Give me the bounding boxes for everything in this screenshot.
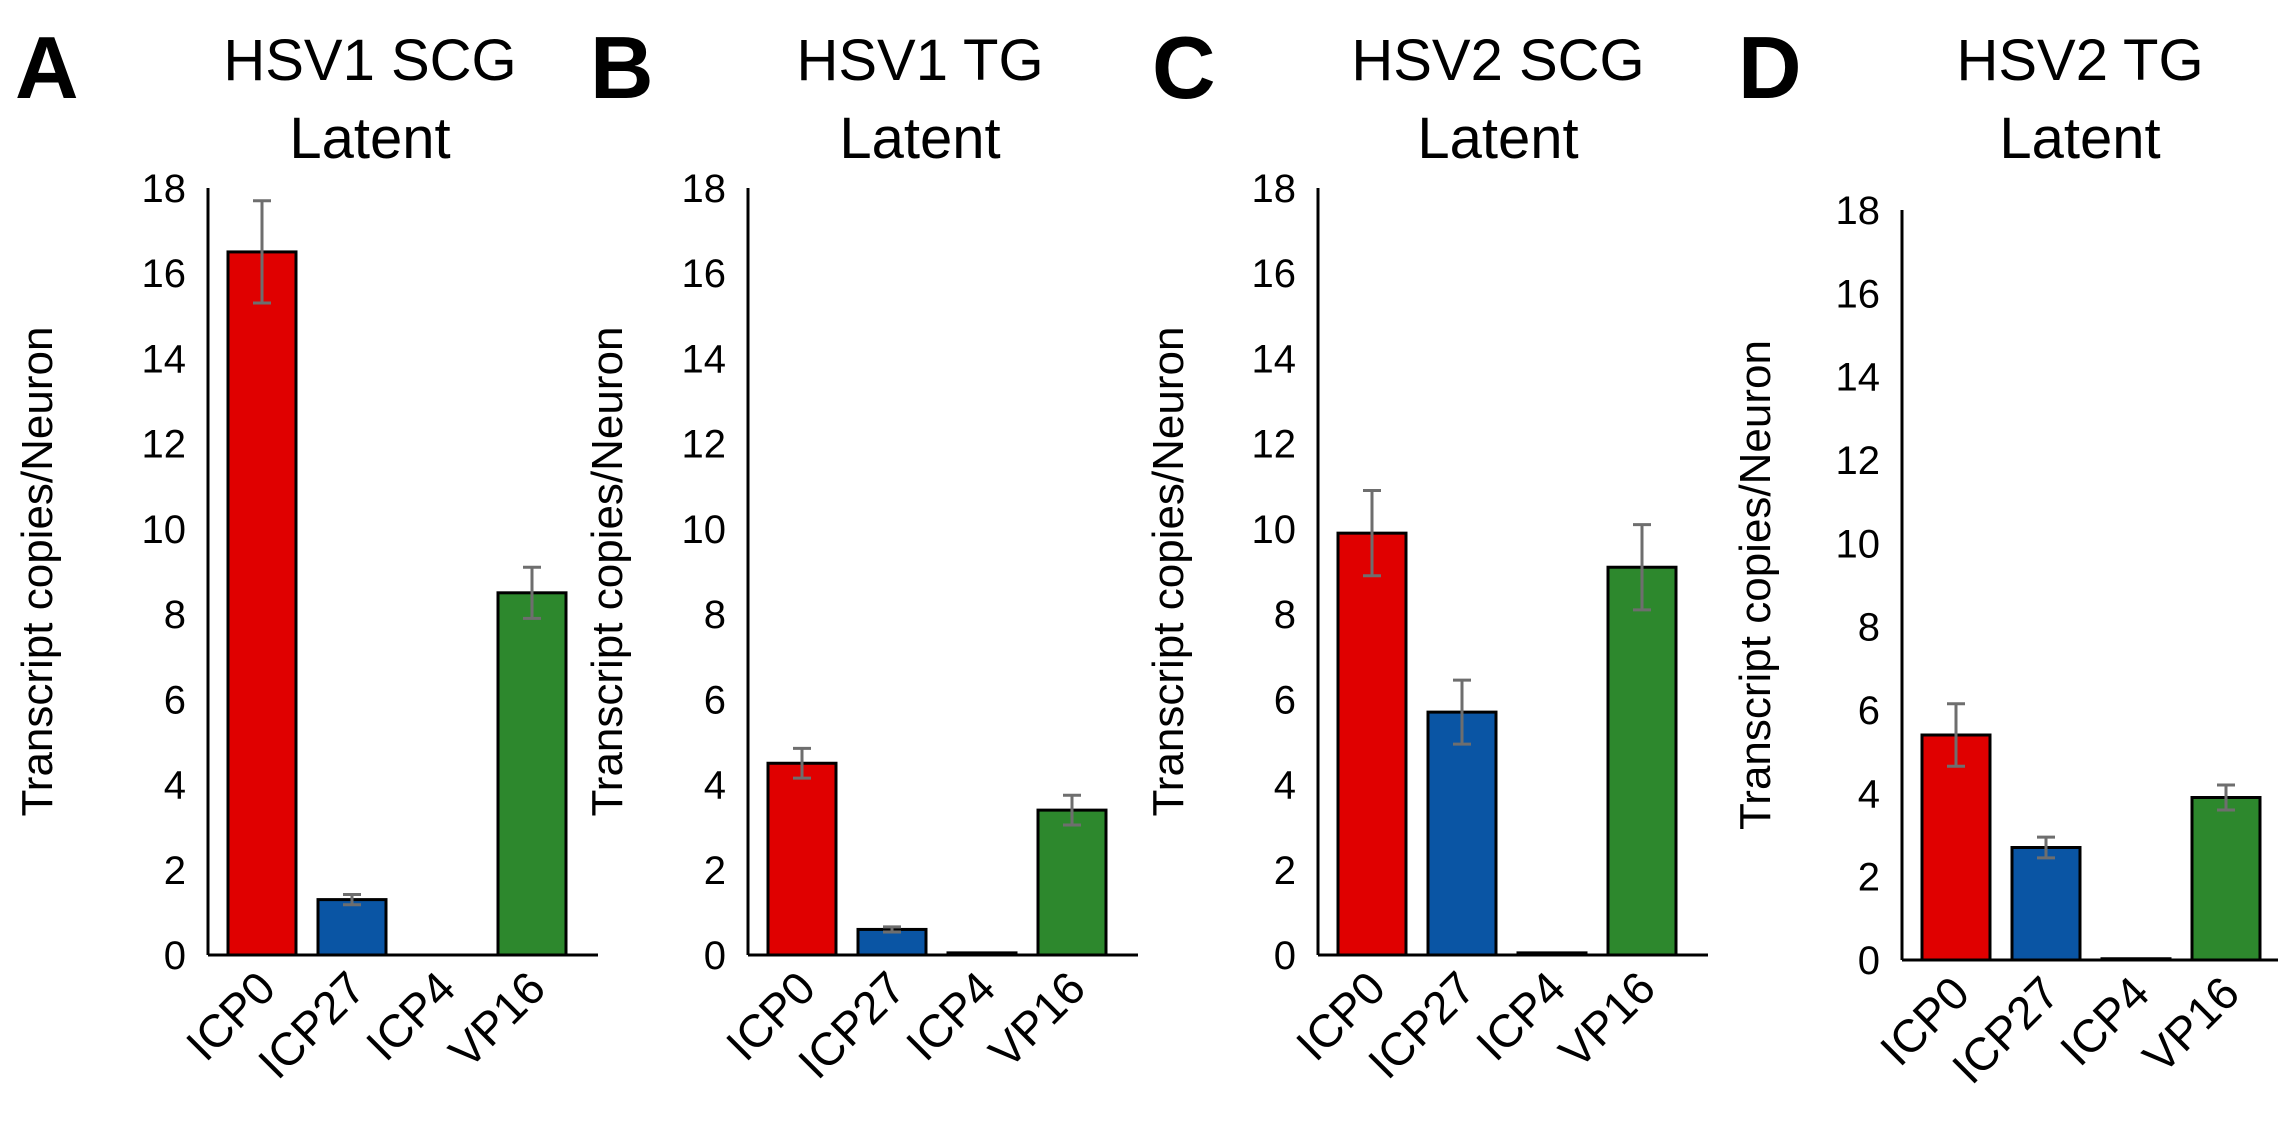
bar-icp0 — [1920, 733, 1992, 962]
panel-d: D HSV2 TG Latent 0 2 4 6 8 10 12 14 16 18 Transcript … — [1731, 18, 2278, 1093]
chart-title-line-2: Latent — [839, 106, 1000, 171]
chart-title-line-1: HSV1 TG — [796, 28, 1043, 93]
y-axis-label: Transcript copies/Neuron — [1144, 327, 1193, 817]
y-axis-label: Transcript copies/Neuron — [1731, 340, 1780, 830]
panel-c: C HSV2 SCG Latent 0 2 4 6 8 10 12 14 16 18 Transcript… — [1144, 18, 1708, 1088]
y-tick-label: 12 — [682, 423, 727, 467]
y-axis-label: Transcript copies/Neuron — [583, 327, 632, 817]
bar-icp27 — [1426, 710, 1498, 957]
error-bar-icp27 — [883, 925, 901, 934]
y-tick-label: 0 — [1858, 939, 1880, 983]
y-tick-label: 16 — [1836, 272, 1881, 316]
panel-letter: D — [1738, 18, 1802, 117]
bar-icp27 — [856, 927, 928, 957]
bar-icp0 — [766, 761, 838, 957]
y-tick-label: 14 — [1252, 337, 1297, 381]
y-tick-label: 12 — [1252, 423, 1297, 467]
y-axis-label: Transcript copies/Neuron — [13, 327, 62, 817]
bar-icp27 — [316, 898, 388, 957]
x-tick-label-vp16: VP16 — [2133, 966, 2249, 1082]
x-tick-label-vp16: VP16 — [439, 961, 555, 1077]
panel-a: A HSV1 SCG Latent 0 2 4 6 8 10 12 14 16 18 Transcript… — [13, 18, 598, 1088]
chart-title-line-1: HSV2 SCG — [1351, 28, 1644, 93]
error-bar-icp27 — [1453, 678, 1471, 746]
panel-letter: B — [590, 18, 654, 117]
y-tick-label: 14 — [1836, 356, 1881, 400]
y-tick-label: 10 — [1252, 508, 1297, 552]
y-tick-label: 2 — [164, 849, 186, 893]
error-bar-icp0 — [793, 746, 811, 780]
error-bar-icp0 — [1363, 489, 1381, 578]
y-tick-label: 0 — [164, 934, 186, 978]
error-bar-icp0 — [1947, 702, 1965, 768]
y-tick-label: 6 — [1858, 689, 1880, 733]
y-tick-label: 18 — [1836, 189, 1881, 233]
y-tick-label: 2 — [1858, 856, 1880, 900]
error-bar-vp16 — [1633, 523, 1651, 612]
bar-icp27 — [2010, 846, 2082, 962]
error-bar-vp16 — [1063, 793, 1081, 827]
bar-vp16 — [1036, 808, 1108, 957]
panel-letter: A — [15, 18, 79, 117]
y-tick-label: 14 — [682, 337, 727, 381]
error-bar-vp16 — [523, 565, 541, 620]
bar-icp0 — [226, 250, 298, 957]
chart-title-line-2: Latent — [1999, 106, 2160, 171]
y-tick-label: 6 — [704, 678, 726, 722]
x-tick-label-icp4: ICP4 — [356, 961, 465, 1070]
y-tick-label: 16 — [1252, 252, 1297, 296]
y-tick-label: 16 — [142, 252, 187, 296]
y-tick-label: 4 — [164, 764, 186, 808]
error-bar-icp27 — [2037, 835, 2055, 860]
error-bar-icp27 — [343, 892, 361, 907]
y-tick-label: 0 — [1274, 934, 1296, 978]
y-tick-label: 2 — [704, 849, 726, 893]
y-tick-label: 10 — [682, 508, 727, 552]
y-tick-label: 12 — [142, 423, 187, 467]
y-tick-label: 4 — [1858, 772, 1880, 816]
y-tick-label: 16 — [682, 252, 727, 296]
y-tick-label: 8 — [1274, 593, 1296, 637]
y-tick-label: 10 — [1836, 522, 1881, 566]
y-tick-label: 4 — [704, 764, 726, 808]
chart-title-line-2: Latent — [1417, 106, 1578, 171]
x-tick-label-icp4: ICP4 — [896, 961, 1005, 1070]
y-tick-label: 18 — [682, 167, 727, 211]
y-tick-label: 14 — [142, 337, 187, 381]
x-tick-label-vp16: VP16 — [979, 961, 1095, 1077]
x-tick-label-icp4: ICP4 — [1466, 961, 1575, 1070]
x-tick-label-icp4: ICP4 — [2050, 966, 2159, 1075]
bar-vp16 — [2190, 796, 2262, 962]
y-tick-label: 6 — [1274, 678, 1296, 722]
y-tick-label: 8 — [164, 593, 186, 637]
bar-icp0 — [1336, 531, 1408, 957]
y-tick-label: 2 — [1274, 849, 1296, 893]
y-tick-label: 6 — [164, 678, 186, 722]
panel-b: B HSV1 TG Latent 0 2 4 6 8 10 12 14 16 18 Transcript … — [583, 18, 1138, 1088]
y-tick-label: 12 — [1836, 439, 1881, 483]
panel-letter: C — [1152, 18, 1216, 117]
y-tick-label: 18 — [142, 167, 187, 211]
y-tick-label: 8 — [1858, 606, 1880, 650]
chart-title-line-1: HSV1 SCG — [223, 28, 516, 93]
chart-title-line-1: HSV2 TG — [1956, 28, 2203, 93]
error-bar-icp0 — [253, 199, 271, 305]
error-bar-vp16 — [2217, 783, 2235, 812]
y-tick-label: 0 — [704, 934, 726, 978]
y-tick-label: 8 — [704, 593, 726, 637]
y-tick-label: 10 — [142, 508, 187, 552]
chart-title-line-2: Latent — [289, 106, 450, 171]
bar-vp16 — [1606, 565, 1678, 957]
bar-vp16 — [496, 591, 568, 957]
y-tick-label: 4 — [1274, 764, 1296, 808]
x-tick-label-vp16: VP16 — [1549, 961, 1665, 1077]
y-tick-label: 18 — [1252, 167, 1297, 211]
